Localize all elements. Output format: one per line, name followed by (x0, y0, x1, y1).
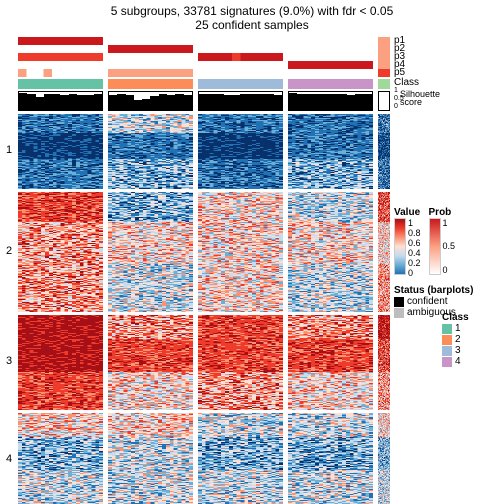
legend-label: 3 (455, 346, 461, 356)
block-label: 4 (6, 412, 12, 504)
legend-swatch (442, 346, 452, 356)
legend-swatch (442, 324, 452, 334)
legend-title: Status (barplots) (394, 285, 484, 296)
title-line2: 25 confident samples (0, 18, 504, 32)
heatmap-area (18, 37, 390, 504)
row-labels: 1234 (0, 37, 18, 504)
color-gradient (429, 218, 441, 275)
class-label: Class (394, 78, 484, 88)
legend-tick: 1 (443, 218, 456, 228)
legend-title: Class (442, 312, 469, 323)
legend-label: 1 (455, 324, 461, 334)
legend-label: 4 (455, 357, 461, 367)
legend-tick: 0 (408, 268, 421, 278)
legend-tick: 0.5 (443, 241, 456, 251)
legend-title: Value (394, 207, 421, 218)
legend-swatch (442, 357, 452, 367)
p-label: p5 (394, 69, 484, 77)
legend-swatch (394, 308, 404, 318)
legend-label: 2 (455, 335, 461, 345)
legend-panel: p1p2p3p4p5ClassSilhouettescore10.50Value… (390, 37, 484, 504)
title-line1: 5 subgroups, 33781 signatures (9.0%) wit… (0, 0, 504, 18)
legend-tick: 0.2 (408, 258, 421, 268)
legend-title: Prob (429, 207, 456, 218)
p-label: p3 (394, 53, 484, 61)
p-label: p1 (394, 37, 484, 45)
block-label: 3 (6, 314, 12, 409)
legend-tick: 0.4 (408, 248, 421, 258)
block-label: 2 (6, 191, 12, 311)
figure: 1234 p1p2p3p4p5ClassSilhouettescore10.50… (0, 37, 504, 504)
color-gradient (394, 218, 406, 275)
legend-swatch (394, 297, 404, 307)
legend-tick: 0.6 (408, 238, 421, 248)
legend-label: confident (407, 297, 448, 307)
p-label: p4 (394, 61, 484, 69)
legend-tick: 1 (408, 218, 421, 228)
p-label: p2 (394, 45, 484, 53)
legend-tick: 0.8 (408, 228, 421, 238)
legend-tick: 0 (443, 265, 456, 275)
block-label: 1 (6, 113, 12, 188)
legend-swatch (442, 335, 452, 345)
